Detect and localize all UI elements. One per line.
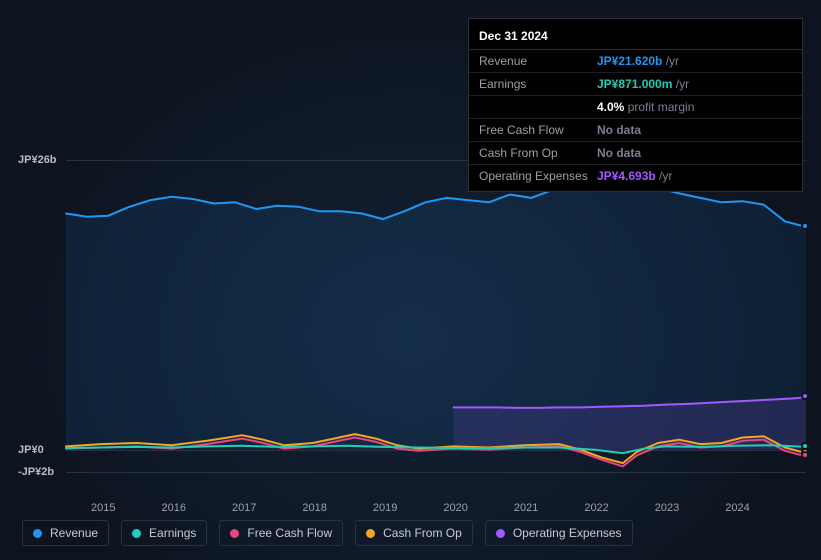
tooltip-label: Earnings [479,77,597,91]
chart-svg [18,160,806,480]
legend-label: Cash From Op [383,526,462,540]
tooltip-row: 4.0% profit margin [469,96,802,119]
tooltip-value: No data [597,123,792,137]
tooltip-value: JP¥871.000m /yr [597,77,792,91]
tooltip-value: JP¥21.620b /yr [597,54,792,68]
x-axis-label: 2023 [655,502,679,514]
tooltip-label: Revenue [479,54,597,68]
tooltip-label: Cash From Op [479,146,597,160]
tooltip-row: RevenueJP¥21.620b /yr [469,50,802,73]
x-axis-label: 2024 [725,502,749,514]
x-axis-label: 2019 [373,502,397,514]
x-axis-label: 2017 [232,502,256,514]
tooltip-label: Free Cash Flow [479,123,597,137]
legend-item-operating-expenses[interactable]: Operating Expenses [485,520,633,546]
legend-label: Earnings [149,526,196,540]
x-axis-label: 2016 [161,502,185,514]
endpoint-dot-revenue [801,222,809,230]
x-axis-label: 2022 [584,502,608,514]
tooltip-value: JP¥4.693b /yr [597,169,792,183]
x-axis-label: 2020 [443,502,467,514]
legend-item-earnings[interactable]: Earnings [121,520,207,546]
x-axis-label: 2021 [514,502,538,514]
endpoint-dot-earnings [801,442,809,450]
legend-swatch [496,529,505,538]
x-axis-label: 2018 [302,502,326,514]
legend-swatch [230,529,239,538]
legend-swatch [33,529,42,538]
financials-chart[interactable]: JP¥26bJP¥0-JP¥2b 20152016201720182019202… [18,160,806,480]
endpoint-dot-free-cash-flow [801,451,809,459]
x-axis-label: 2015 [91,502,115,514]
tooltip-date: Dec 31 2024 [469,23,802,50]
legend-item-free-cash-flow[interactable]: Free Cash Flow [219,520,343,546]
tooltip-row: EarningsJP¥871.000m /yr [469,73,802,96]
tooltip-value: No data [597,146,792,160]
legend-label: Revenue [50,526,98,540]
endpoint-dot-operating-expenses [801,392,809,400]
tooltip-row: Free Cash FlowNo data [469,119,802,142]
tooltip-panel: Dec 31 2024 RevenueJP¥21.620b /yrEarning… [468,18,803,192]
legend-item-revenue[interactable]: Revenue [22,520,109,546]
tooltip-row: Cash From OpNo data [469,142,802,165]
legend-label: Operating Expenses [513,526,622,540]
legend: Revenue Earnings Free Cash Flow Cash From O… [22,520,633,546]
tooltip-row: Operating ExpensesJP¥4.693b /yr [469,165,802,187]
tooltip-label: Operating Expenses [479,169,597,183]
legend-swatch [132,529,141,538]
tooltip-value: 4.0% profit margin [597,100,792,114]
tooltip-label [479,100,597,114]
legend-swatch [366,529,375,538]
legend-item-cash-from-op[interactable]: Cash From Op [355,520,473,546]
legend-label: Free Cash Flow [247,526,332,540]
